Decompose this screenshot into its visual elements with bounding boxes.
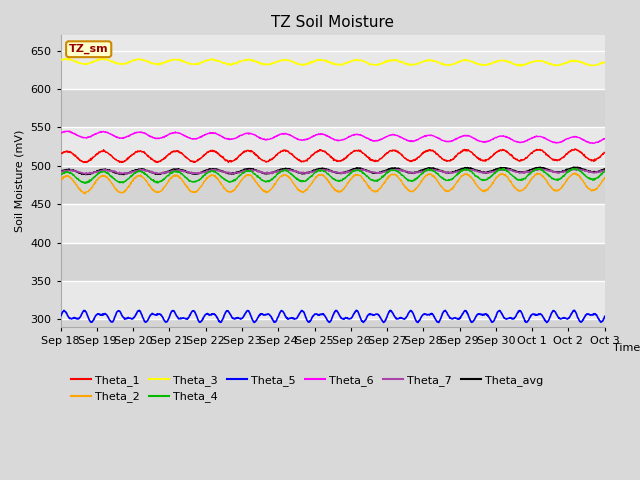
Bar: [61, 166, 605, 204]
Legend: Theta_1, Theta_2, Theta_3, Theta_4, Theta_5, Theta_6, Theta_7, Theta_avg: Theta_1, Theta_2, Theta_3, Theta_4, Thet…: [67, 371, 548, 407]
Bar: [61, 128, 605, 166]
Title: TZ Soil Moisture: TZ Soil Moisture: [271, 15, 394, 30]
Bar: [61, 204, 605, 243]
Bar: [61, 51, 605, 89]
Y-axis label: Soil Moisture (mV): Soil Moisture (mV): [15, 130, 25, 232]
Bar: [61, 89, 605, 128]
X-axis label: Time: Time: [612, 343, 640, 353]
Bar: [61, 320, 605, 327]
Bar: [61, 281, 605, 320]
Bar: [61, 243, 605, 281]
Text: TZ_sm: TZ_sm: [69, 44, 109, 54]
